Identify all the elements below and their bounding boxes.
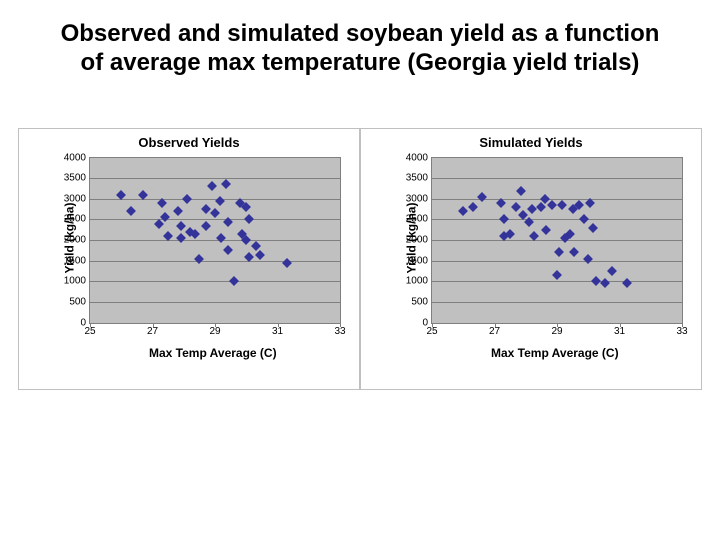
x-tick-label: 27 <box>147 323 158 337</box>
data-point <box>458 206 468 216</box>
grid-line <box>432 261 682 262</box>
y-tick-label: 500 <box>69 296 90 307</box>
x-tick-label: 33 <box>334 323 345 337</box>
data-point <box>554 248 564 258</box>
chart-observed: Observed Yields 0500100015002000250030003… <box>18 128 360 390</box>
data-point <box>607 266 617 276</box>
x-tick-label: 29 <box>551 323 562 337</box>
data-point <box>182 194 192 204</box>
data-point <box>583 254 593 264</box>
data-point <box>547 200 557 210</box>
x-tick-label: 25 <box>84 323 95 337</box>
grid-line <box>432 240 682 241</box>
data-point <box>207 182 217 192</box>
y-tick-label: 3500 <box>406 173 432 184</box>
y-tick-label: 1000 <box>64 276 90 287</box>
y-tick-label: 1000 <box>406 276 432 287</box>
data-point <box>591 276 601 286</box>
data-point <box>126 206 136 216</box>
data-point <box>229 276 239 286</box>
data-point <box>244 215 254 225</box>
data-point <box>524 217 534 227</box>
data-point <box>516 186 526 196</box>
y-tick-label: 3500 <box>64 173 90 184</box>
x-axis-label: Max Temp Average (C) <box>149 346 277 360</box>
data-point <box>511 202 521 212</box>
chart-title: Observed Yields <box>19 135 359 150</box>
grid-line <box>432 178 682 179</box>
y-axis-label: Yield (kg/ha) <box>404 203 418 274</box>
grid-line <box>90 219 340 220</box>
data-point <box>173 206 183 216</box>
data-point <box>241 202 251 212</box>
data-point <box>176 221 186 231</box>
chart-simulated: Simulated Yields 050010001500200025003000… <box>360 128 702 390</box>
x-tick-label: 25 <box>426 323 437 337</box>
x-tick-label: 31 <box>614 323 625 337</box>
y-tick-label: 4000 <box>406 152 432 163</box>
grid-line <box>90 261 340 262</box>
data-point <box>223 245 233 255</box>
data-point <box>223 217 233 227</box>
x-tick-label: 27 <box>489 323 500 337</box>
data-point <box>622 278 632 288</box>
page-title: Observed and simulated soybean yield as … <box>0 0 720 88</box>
y-tick-label: 4000 <box>64 152 90 163</box>
data-point <box>588 223 598 233</box>
grid-line <box>90 281 340 282</box>
grid-line <box>432 302 682 303</box>
data-point <box>221 179 231 189</box>
data-point <box>241 235 251 245</box>
data-point <box>579 215 589 225</box>
data-point <box>201 221 211 231</box>
charts-row: Observed Yields 0500100015002000250030003… <box>0 128 720 390</box>
grid-line <box>90 240 340 241</box>
grid-line <box>432 199 682 200</box>
grid-line <box>90 302 340 303</box>
data-point <box>557 200 567 210</box>
x-tick-label: 29 <box>209 323 220 337</box>
grid-line <box>432 281 682 282</box>
data-point <box>552 270 562 280</box>
data-point <box>541 225 551 235</box>
plot-area: 0500100015002000250030003500400025272931… <box>89 157 341 324</box>
x-axis-label: Max Temp Average (C) <box>491 346 619 360</box>
data-point <box>255 250 265 260</box>
y-tick-label: 500 <box>411 296 432 307</box>
data-point <box>215 196 225 206</box>
data-point <box>468 202 478 212</box>
data-point <box>216 233 226 243</box>
x-tick-label: 31 <box>272 323 283 337</box>
data-point <box>282 258 292 268</box>
data-point <box>569 248 579 258</box>
y-axis-label: Yield (kg/ha) <box>62 203 76 274</box>
grid-line <box>432 219 682 220</box>
data-point <box>176 233 186 243</box>
x-tick-label: 33 <box>676 323 687 337</box>
data-point <box>210 208 220 218</box>
data-point <box>477 192 487 202</box>
data-point <box>499 215 509 225</box>
data-point <box>194 254 204 264</box>
data-point <box>600 278 610 288</box>
plot-area: 0500100015002000250030003500400025272931… <box>431 157 683 324</box>
chart-title: Simulated Yields <box>361 135 701 150</box>
grid-line <box>90 178 340 179</box>
